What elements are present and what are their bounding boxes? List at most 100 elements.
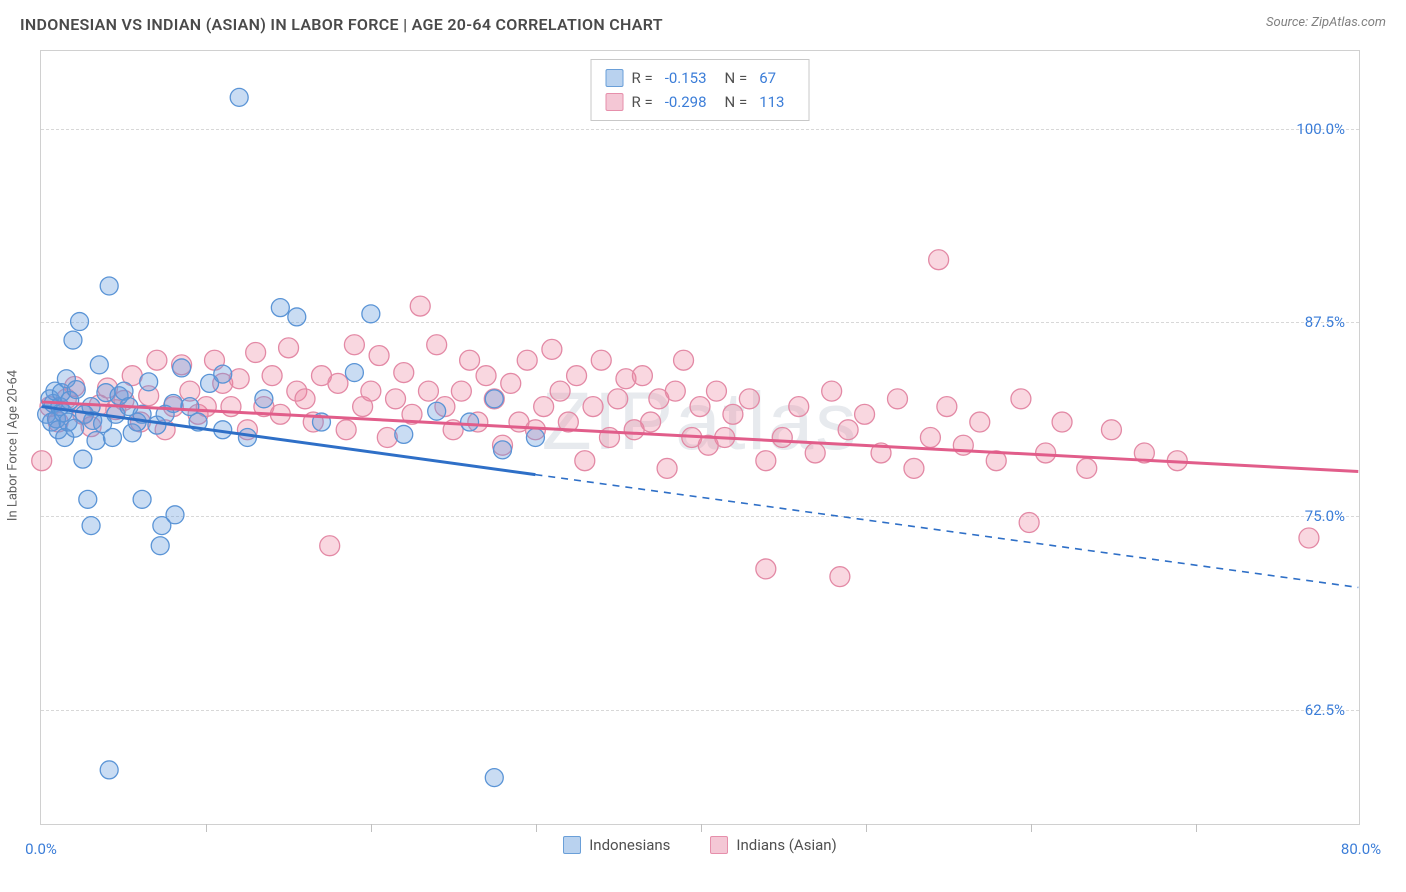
scatter-point-indians xyxy=(501,373,521,393)
scatter-point-indians xyxy=(418,381,438,401)
chart-frame: In Labor Force | Age 20-64 62.5%75.0%87.… xyxy=(40,50,1360,825)
chart-title: INDONESIAN VS INDIAN (ASIAN) IN LABOR FO… xyxy=(20,15,663,34)
x-tick xyxy=(1031,824,1032,832)
scatter-point-indians xyxy=(246,342,266,362)
scatter-point-indonesians xyxy=(151,537,169,555)
scatter-point-indonesians xyxy=(214,365,232,383)
scatter-point-indians xyxy=(772,428,792,448)
scatter-point-indians xyxy=(1011,389,1031,409)
scatter-plot-svg xyxy=(41,51,1359,824)
scatter-point-indians xyxy=(888,389,908,409)
scatter-point-indians xyxy=(550,381,570,401)
scatter-point-indians xyxy=(937,397,957,417)
trend-line-dashed-indonesians xyxy=(535,475,1358,588)
scatter-point-indians xyxy=(789,397,809,417)
scatter-point-indians xyxy=(641,412,661,432)
scatter-point-indonesians xyxy=(173,359,191,377)
legend-row-indonesians: R = -0.153 N = 67 xyxy=(606,66,795,90)
scatter-point-indonesians xyxy=(82,517,100,535)
x-tick xyxy=(866,824,867,832)
scatter-point-indonesians xyxy=(74,450,92,468)
scatter-point-indonesians xyxy=(87,432,105,450)
scatter-point-indians xyxy=(1077,458,1097,478)
scatter-point-indians xyxy=(830,567,850,587)
scatter-point-indians xyxy=(32,451,52,471)
scatter-point-indians xyxy=(344,335,364,355)
scatter-point-indians xyxy=(361,381,381,401)
scatter-point-indians xyxy=(756,559,776,579)
scatter-point-indians xyxy=(451,381,471,401)
scatter-point-indonesians xyxy=(100,277,118,295)
legend-swatch-indians xyxy=(606,93,624,111)
legend-n-value-indonesians: 67 xyxy=(759,66,776,90)
scatter-point-indians xyxy=(328,373,348,393)
scatter-point-indians xyxy=(1052,412,1072,432)
legend-swatch-indonesians xyxy=(606,69,624,87)
scatter-point-indians xyxy=(427,335,447,355)
scatter-point-indians xyxy=(567,366,587,386)
series-legend-label-indians: Indians (Asian) xyxy=(736,836,836,854)
x-tick xyxy=(371,824,372,832)
scatter-point-indians xyxy=(476,366,496,386)
scatter-point-indians xyxy=(822,381,842,401)
scatter-point-indians xyxy=(706,381,726,401)
scatter-point-indonesians xyxy=(526,429,544,447)
series-legend-item-indonesians: Indonesians xyxy=(563,836,670,854)
scatter-point-indians xyxy=(410,296,430,316)
series-legend-label-indonesians: Indonesians xyxy=(589,836,670,854)
chart-header: INDONESIAN VS INDIAN (ASIAN) IN LABOR FO… xyxy=(20,15,1386,34)
scatter-point-indians xyxy=(1299,528,1319,548)
scatter-point-indonesians xyxy=(485,769,503,787)
legend-swatch-indians xyxy=(710,836,728,854)
scatter-point-indians xyxy=(1101,420,1121,440)
scatter-point-indonesians xyxy=(90,356,108,374)
scatter-point-indians xyxy=(723,404,743,424)
x-tick xyxy=(206,824,207,832)
scatter-point-indonesians xyxy=(428,402,446,420)
scatter-point-indians xyxy=(147,350,167,370)
scatter-point-indonesians xyxy=(71,313,89,331)
scatter-point-indians xyxy=(665,381,685,401)
scatter-point-indians xyxy=(929,250,949,270)
correlation-legend-box: R = -0.153 N = 67 R = -0.298 N = 113 xyxy=(591,59,810,121)
scatter-point-indians xyxy=(838,420,858,440)
series-legend: Indonesians Indians (Asian) xyxy=(40,836,1360,854)
scatter-point-indians xyxy=(739,389,759,409)
scatter-point-indonesians xyxy=(64,331,82,349)
legend-swatch-indonesians xyxy=(563,836,581,854)
scatter-point-indians xyxy=(657,458,677,478)
x-tick xyxy=(701,824,702,832)
scatter-point-indians xyxy=(690,397,710,417)
scatter-point-indians xyxy=(1019,513,1039,533)
legend-r-label: R = xyxy=(632,90,653,114)
scatter-point-indians xyxy=(295,389,315,409)
scatter-point-indonesians xyxy=(79,490,97,508)
scatter-point-indians xyxy=(583,397,603,417)
scatter-point-indians xyxy=(262,366,282,386)
scatter-point-indians xyxy=(674,350,694,370)
scatter-point-indonesians xyxy=(395,425,413,443)
scatter-point-indonesians xyxy=(461,413,479,431)
legend-row-indians: R = -0.298 N = 113 xyxy=(606,90,795,114)
scatter-point-indians xyxy=(608,389,628,409)
scatter-point-indonesians xyxy=(485,390,503,408)
scatter-point-indonesians xyxy=(230,88,248,106)
scatter-point-indians xyxy=(855,404,875,424)
scatter-point-indians xyxy=(970,412,990,432)
scatter-point-indians xyxy=(377,428,397,448)
legend-n-value-indians: 113 xyxy=(759,90,784,114)
scatter-point-indians xyxy=(591,350,611,370)
scatter-point-indians xyxy=(394,363,414,383)
series-legend-item-indians: Indians (Asian) xyxy=(710,836,836,854)
legend-n-label: N = xyxy=(725,66,748,90)
scatter-point-indians xyxy=(336,420,356,440)
scatter-point-indonesians xyxy=(103,429,121,447)
scatter-point-indonesians xyxy=(362,305,380,323)
scatter-point-indians xyxy=(542,339,562,359)
scatter-point-indians xyxy=(460,350,480,370)
scatter-point-indians xyxy=(320,536,340,556)
scatter-point-indonesians xyxy=(238,429,256,447)
scatter-point-indians xyxy=(279,338,299,358)
scatter-point-indians xyxy=(756,451,776,471)
scatter-point-indonesians xyxy=(166,506,184,524)
